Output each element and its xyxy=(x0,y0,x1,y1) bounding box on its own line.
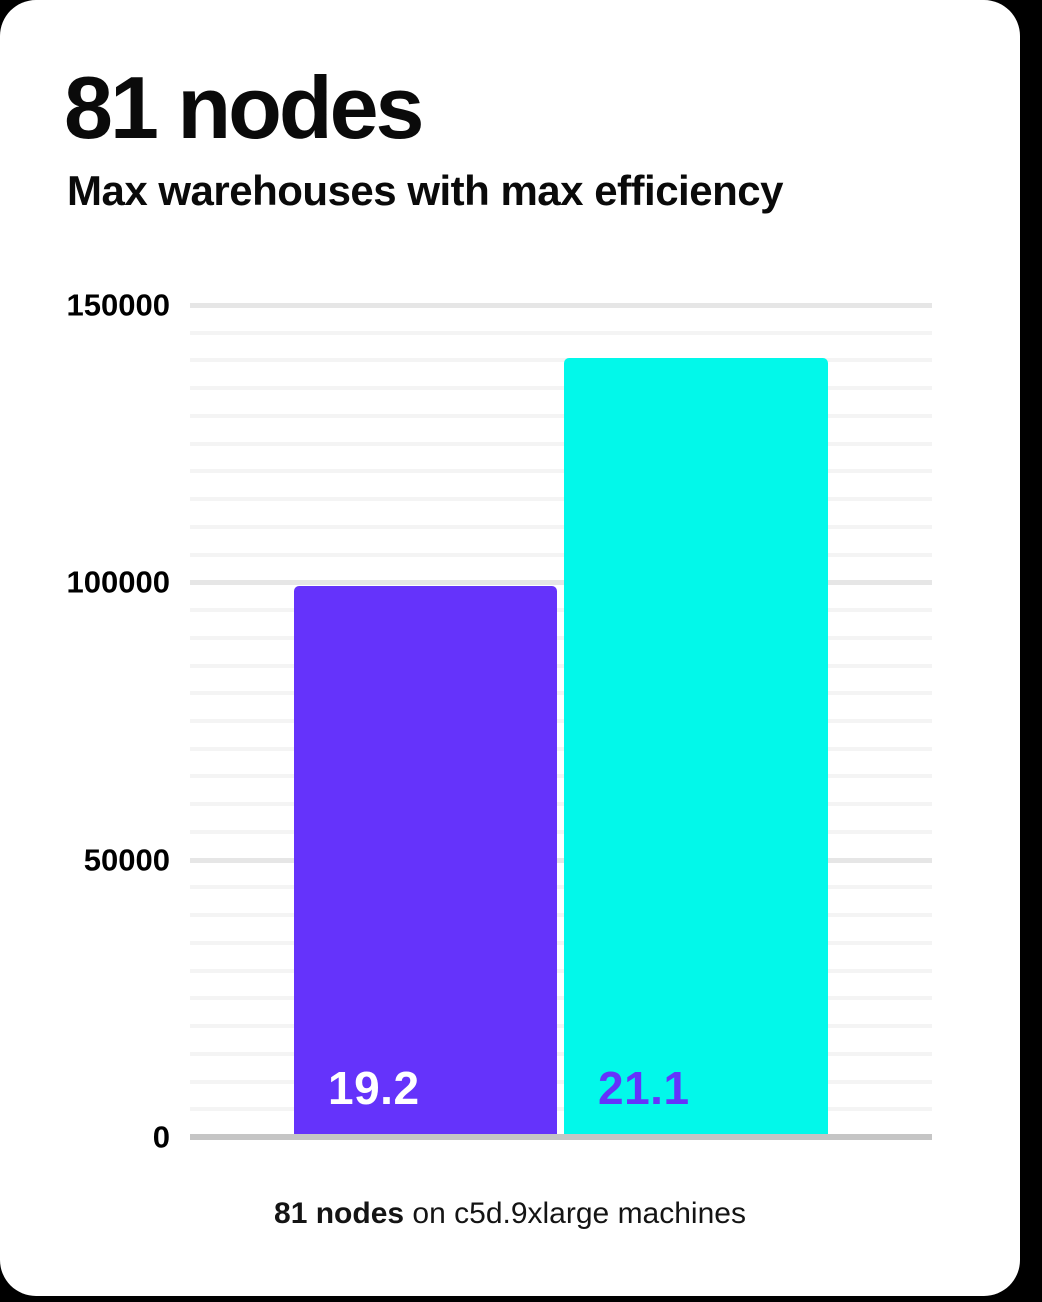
minor-gridline xyxy=(190,996,932,1001)
minor-gridline xyxy=(190,386,932,391)
bar-19.2: 19.2 xyxy=(294,586,557,1137)
chart-subtitle: Max warehouses with max efficiency xyxy=(67,167,783,214)
plot-area: 19.2 21.1 xyxy=(190,303,932,1140)
y-axis-tick-label: 100000 xyxy=(66,564,170,600)
minor-gridline xyxy=(190,940,932,945)
minor-gridline xyxy=(190,635,932,640)
minor-gridline xyxy=(190,1107,932,1112)
minor-gridline xyxy=(190,885,932,890)
chart-caption: 81 nodes on c5d.9xlarge machines xyxy=(0,1197,1020,1232)
minor-gridline xyxy=(190,469,932,474)
bar-21.1: 21.1 xyxy=(564,358,828,1137)
bar-value-label: 21.1 xyxy=(598,1062,690,1114)
bar-chart: 0 50000 100000 150000 19.2 21.1 xyxy=(66,287,932,1155)
minor-gridline xyxy=(190,691,932,696)
minor-gridline xyxy=(190,1024,932,1029)
minor-gridline xyxy=(190,358,932,363)
major-gridline xyxy=(190,580,932,586)
minor-gridline xyxy=(190,719,932,723)
y-axis-tick-label: 50000 xyxy=(83,842,170,878)
y-axis-tick-label: 150000 xyxy=(66,287,170,323)
minor-gridline xyxy=(190,1079,932,1084)
minor-gridline xyxy=(190,663,932,668)
caption-bold-text: 81 nodes xyxy=(274,1197,405,1230)
minor-gridline xyxy=(190,524,932,529)
minor-gridline xyxy=(190,497,932,502)
caption-regular-text: on c5d.9xlarge machines xyxy=(404,1197,746,1230)
major-gridline xyxy=(190,857,932,863)
minor-gridline xyxy=(190,552,932,557)
y-axis-tick-label: 0 xyxy=(152,1119,170,1155)
minor-gridline xyxy=(190,441,932,446)
minor-gridline xyxy=(190,413,932,418)
minor-gridline xyxy=(190,913,932,918)
major-gridline xyxy=(190,303,932,308)
bar-value-label: 19.2 xyxy=(328,1062,420,1114)
chart-title: 81 nodes xyxy=(64,58,424,157)
chart-card: 81 nodes Max warehouses with max efficie… xyxy=(0,0,1020,1296)
minor-gridline xyxy=(190,802,932,807)
minor-gridline xyxy=(190,330,932,335)
minor-gridline xyxy=(190,608,932,613)
minor-gridline xyxy=(190,774,932,779)
x-axis-line xyxy=(190,1134,932,1140)
minor-gridline xyxy=(190,746,932,751)
minor-gridline xyxy=(190,1051,932,1056)
minor-gridline xyxy=(190,829,932,834)
minor-gridline xyxy=(190,968,932,973)
